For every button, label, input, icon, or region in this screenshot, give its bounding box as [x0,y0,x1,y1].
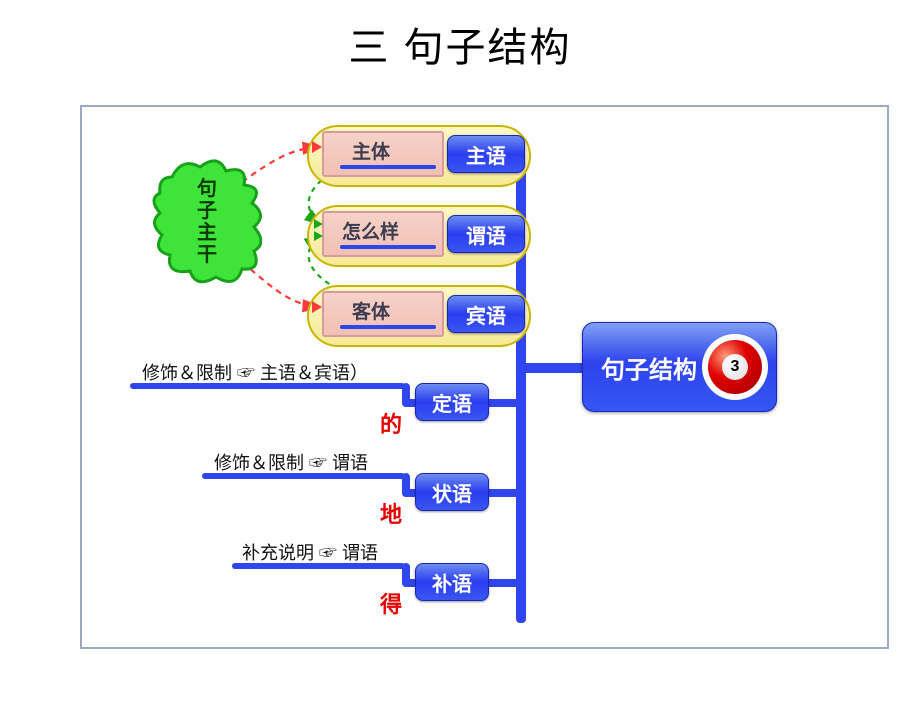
diagram-frame: 句 子 主 干 主体 主语 怎么样 谓语 客体 宾语 句子结构 3 [80,105,889,649]
row1-v [402,383,410,407]
inner-label-object: 客体 [352,297,390,324]
main-node-label: 句子结构 [601,350,697,385]
ball-number: 3 [722,354,748,380]
cloud-line-1: 句 [197,178,217,200]
connector-to-main [516,363,588,373]
cloud-line-3: 主 [197,222,217,244]
red-de2: 地 [380,497,402,529]
red-de1: 的 [380,407,402,439]
page-title: 三 句子结构 [0,15,920,73]
arrowhead-green-2 [314,231,323,241]
inner-underline-1 [340,165,436,169]
desc-buyu: 补充说明 ☞ 谓语 [242,539,378,565]
arrowhead-green-1 [314,219,323,229]
arrowhead-red-1 [312,141,322,153]
ball-icon: 3 [702,334,768,400]
desc-dingyu: 修饰＆限制 ☞ 主语＆宾语） [142,359,368,385]
arrowhead-red-2 [312,301,322,313]
underline-zhuangyu [202,473,405,479]
inner-underline-3 [340,325,436,329]
underline-dingyu [130,383,405,389]
row2-v [402,473,410,497]
cloud-line-2: 子 [197,200,217,222]
row3-v [402,563,410,587]
inner-underline-2 [340,245,436,249]
btn-buyu: 补语 [415,563,489,601]
cloud-line-4: 干 [197,244,217,266]
red-de3: 得 [380,587,402,619]
inner-label-predicate: 怎么样 [342,217,399,244]
underline-buyu [232,563,405,569]
inner-label-subject: 主体 [352,137,390,164]
cloud-node: 句 子 主 干 [152,157,262,287]
btn-zhuyu: 主语 [447,135,525,173]
cloud-label: 句 子 主 干 [152,157,262,287]
btn-zhuangyu: 状语 [415,473,489,511]
btn-binyu: 宾语 [447,295,525,333]
btn-weiyu: 谓语 [447,215,525,253]
desc-zhuangyu: 修饰＆限制 ☞ 谓语 [214,449,368,475]
btn-dingyu: 定语 [415,383,489,421]
main-node: 句子结构 3 [582,322,777,412]
